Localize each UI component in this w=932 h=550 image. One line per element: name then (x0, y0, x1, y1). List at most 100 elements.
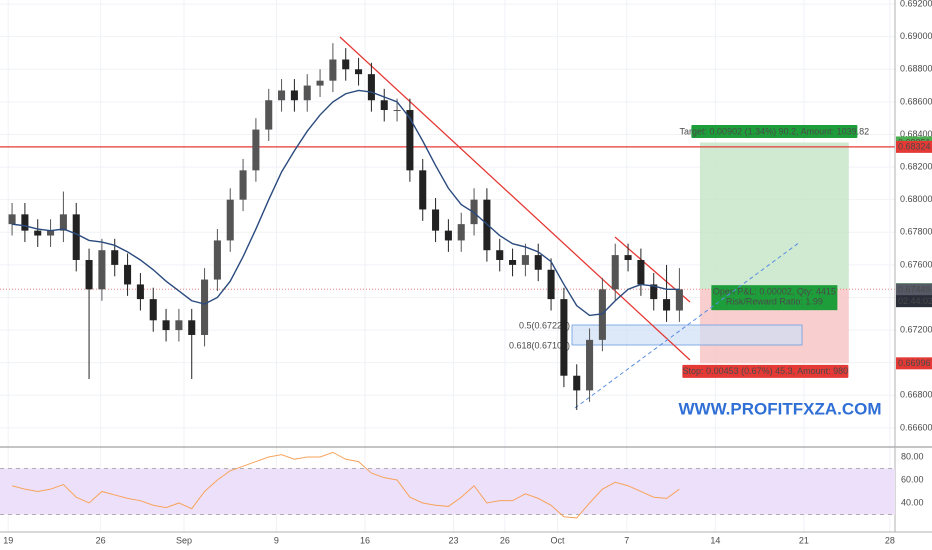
candle-body (329, 59, 337, 81)
candle-body (509, 259, 517, 265)
countdown: 02:44:02 (898, 296, 932, 306)
candle-body (611, 255, 619, 290)
candle-body (34, 230, 42, 236)
axes: 0.666000.668000.670000.672000.674000.676… (3, 0, 932, 545)
y-tick-label: 0.68600 (900, 96, 932, 106)
x-tick-label: 19 (3, 535, 13, 545)
y-tick-label: 0.69200 (900, 0, 932, 8)
candle-body (406, 110, 414, 171)
candle-body (136, 284, 144, 300)
support-line (574, 241, 801, 409)
price-label: 0.67449 (898, 284, 931, 294)
candle-body (355, 69, 363, 75)
candle-body (393, 110, 401, 112)
stop-label: Stop: 0.00453 (0.67%) 45.3, Amount: 980 (683, 366, 849, 376)
candle-body (265, 100, 273, 130)
y-tick-label: 0.66600 (900, 422, 932, 432)
candle-body (239, 170, 247, 200)
rsi-tick-label: 60.00 (901, 474, 924, 484)
x-tick-label: 23 (449, 535, 459, 545)
y-tick-label: 0.68800 (900, 64, 932, 74)
candle-body (316, 80, 324, 86)
candle-body (444, 230, 452, 241)
y-tick-label: 0.66800 (900, 390, 932, 400)
candle-body (496, 250, 504, 260)
plot (0, 43, 895, 410)
y-tick-label: 0.67200 (900, 324, 932, 334)
candle-body (573, 375, 581, 391)
rsi-line (11, 451, 680, 519)
rr-label: Risk/Reward Ratio: 1.99 (726, 297, 823, 307)
candle-body (367, 74, 375, 101)
price-label-box (896, 140, 932, 153)
candle-body (213, 240, 221, 280)
price-label-box (896, 283, 932, 296)
candle-body (85, 259, 93, 290)
y-tick-label: 0.69000 (900, 31, 932, 41)
price-label: 0.68324 (898, 142, 931, 152)
candle-body (521, 255, 529, 265)
x-tick-label: 21 (799, 535, 809, 545)
candle-body (59, 214, 67, 231)
candle-body (380, 100, 388, 111)
watermark: WWW.PROFITFXZA.COM (678, 399, 881, 418)
candle-body (560, 299, 568, 376)
candle-body (226, 199, 234, 241)
candle-body (175, 320, 183, 331)
pnl-box (711, 285, 838, 311)
candle-body (290, 90, 298, 101)
price-label: 0.66996 (898, 358, 931, 368)
candle-body (419, 170, 427, 210)
x-tick-label: Sep (176, 535, 192, 545)
rsi-band (0, 468, 895, 515)
x-tick-label: 14 (710, 535, 720, 545)
candle-body (303, 85, 311, 101)
y-tick-label: 0.68200 (900, 161, 932, 171)
candle-body (457, 224, 465, 241)
price-label-box (896, 357, 932, 370)
y-tick-label: 0.68400 (900, 129, 932, 139)
candle-body (252, 129, 260, 171)
candle-body (47, 230, 55, 236)
x-tick-label: 16 (360, 535, 370, 545)
candle-body (342, 59, 350, 70)
x-tick-label: 9 (274, 535, 279, 545)
x-tick-label: 28 (885, 535, 895, 545)
candle-body (534, 255, 542, 270)
candle-body (72, 214, 80, 260)
fib-label: 0.618(0.67104) (509, 340, 570, 350)
target-label: Target: 0.00902 (1.34%) 90.2, Amount: 10… (680, 126, 870, 136)
countdown-box (896, 295, 932, 308)
x-tick-label: 7 (624, 535, 629, 545)
candle-body (663, 299, 671, 311)
rsi-tick-label: 80.00 (901, 451, 924, 461)
fib-label: 0.5(0.67226) (519, 320, 570, 330)
grid (0, 0, 895, 532)
candle-body (21, 214, 29, 231)
candle-body (675, 289, 683, 311)
candle-body (111, 250, 119, 265)
moving-average (11, 89, 680, 317)
y-tick-label: 0.67800 (900, 227, 932, 237)
stop-label-box (682, 364, 849, 378)
candle-body (650, 284, 658, 300)
candle-body (432, 209, 440, 231)
candle-body (8, 214, 16, 225)
x-tick-label: 26 (500, 535, 510, 545)
x-tick-label: 26 (96, 535, 106, 545)
pnl-label: Open P&L: 0.00002, Qty: 4415 (713, 287, 836, 297)
candle-body (598, 289, 606, 340)
trend-line (339, 36, 691, 361)
candle-body (547, 269, 555, 300)
candle-body (98, 250, 106, 290)
candle-body (624, 255, 632, 260)
target-label-box (691, 124, 858, 138)
y-tick-label: 0.67600 (900, 259, 932, 269)
x-tick-label: Oct (550, 535, 565, 545)
target-zone (699, 142, 849, 290)
candle-body (149, 299, 157, 321)
candle-body (278, 90, 286, 101)
candle-body (201, 279, 209, 335)
